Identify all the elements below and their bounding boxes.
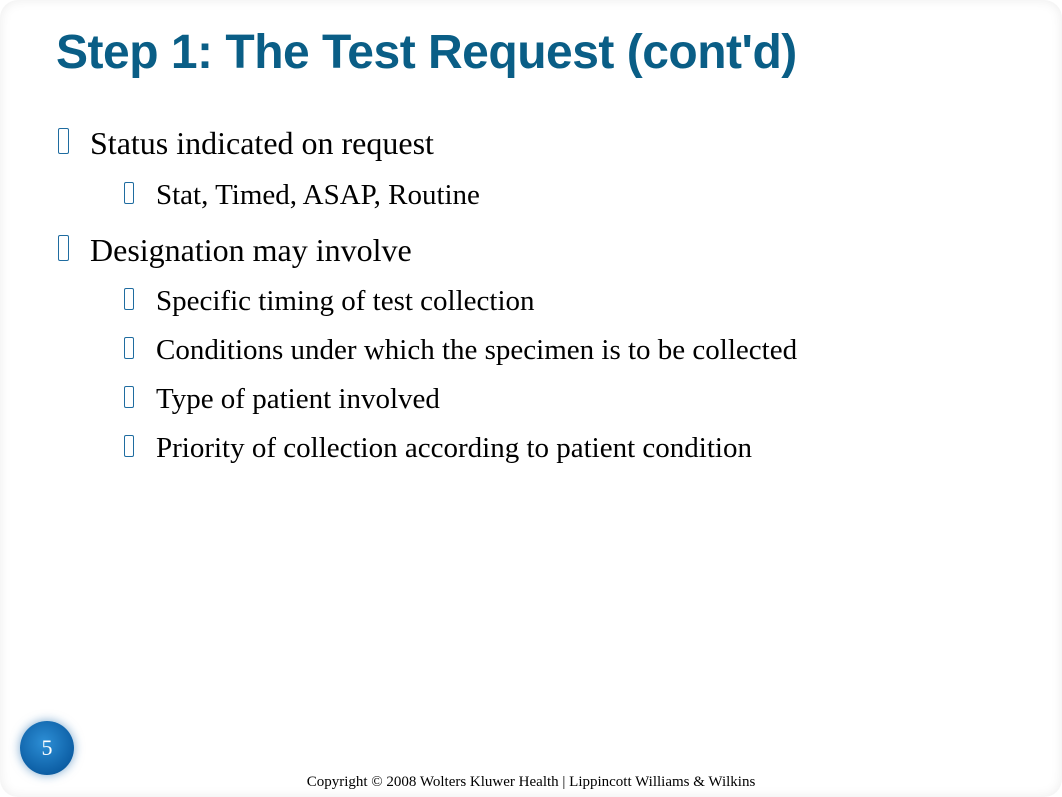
list-item-text: Priority of collection according to pati…	[156, 432, 752, 464]
list-item-text: Specific timing of test collection	[156, 285, 535, 317]
list-item: Priority of collection according to pati…	[122, 429, 1006, 468]
page-number: 5	[42, 735, 53, 761]
list-item-text: Stat, Timed, ASAP, Routine	[156, 179, 480, 211]
list-item: Stat, Timed, ASAP, Routine	[122, 176, 1006, 215]
list-item-text: Conditions under which the specimen is t…	[156, 334, 797, 366]
list-item-text: Designation may involve	[90, 232, 412, 268]
slide-title: Step 1: The Test Request (cont'd)	[56, 28, 1006, 78]
list-item-text: Status indicated on request	[90, 125, 434, 161]
list-item-text: Type of patient involved	[156, 383, 440, 415]
copyright-footer: Copyright © 2008 Wolters Kluwer Health |…	[0, 774, 1062, 791]
bullet-list-level2: Stat, Timed, ASAP, Routine	[90, 176, 1006, 215]
slide-content: Status indicated on request Stat, Timed,…	[56, 122, 1006, 468]
slide: Step 1: The Test Request (cont'd) Status…	[0, 0, 1062, 797]
list-item: Designation may involve Specific timing …	[56, 229, 1006, 469]
list-item: Specific timing of test collection	[122, 282, 1006, 321]
list-item: Type of patient involved	[122, 380, 1006, 419]
list-item: Status indicated on request Stat, Timed,…	[56, 122, 1006, 214]
bullet-list-level2: Specific timing of test collection Condi…	[90, 282, 1006, 469]
page-number-badge: 5	[20, 721, 74, 775]
list-item: Conditions under which the specimen is t…	[122, 331, 1006, 370]
bullet-list-level1: Status indicated on request Stat, Timed,…	[56, 122, 1006, 468]
